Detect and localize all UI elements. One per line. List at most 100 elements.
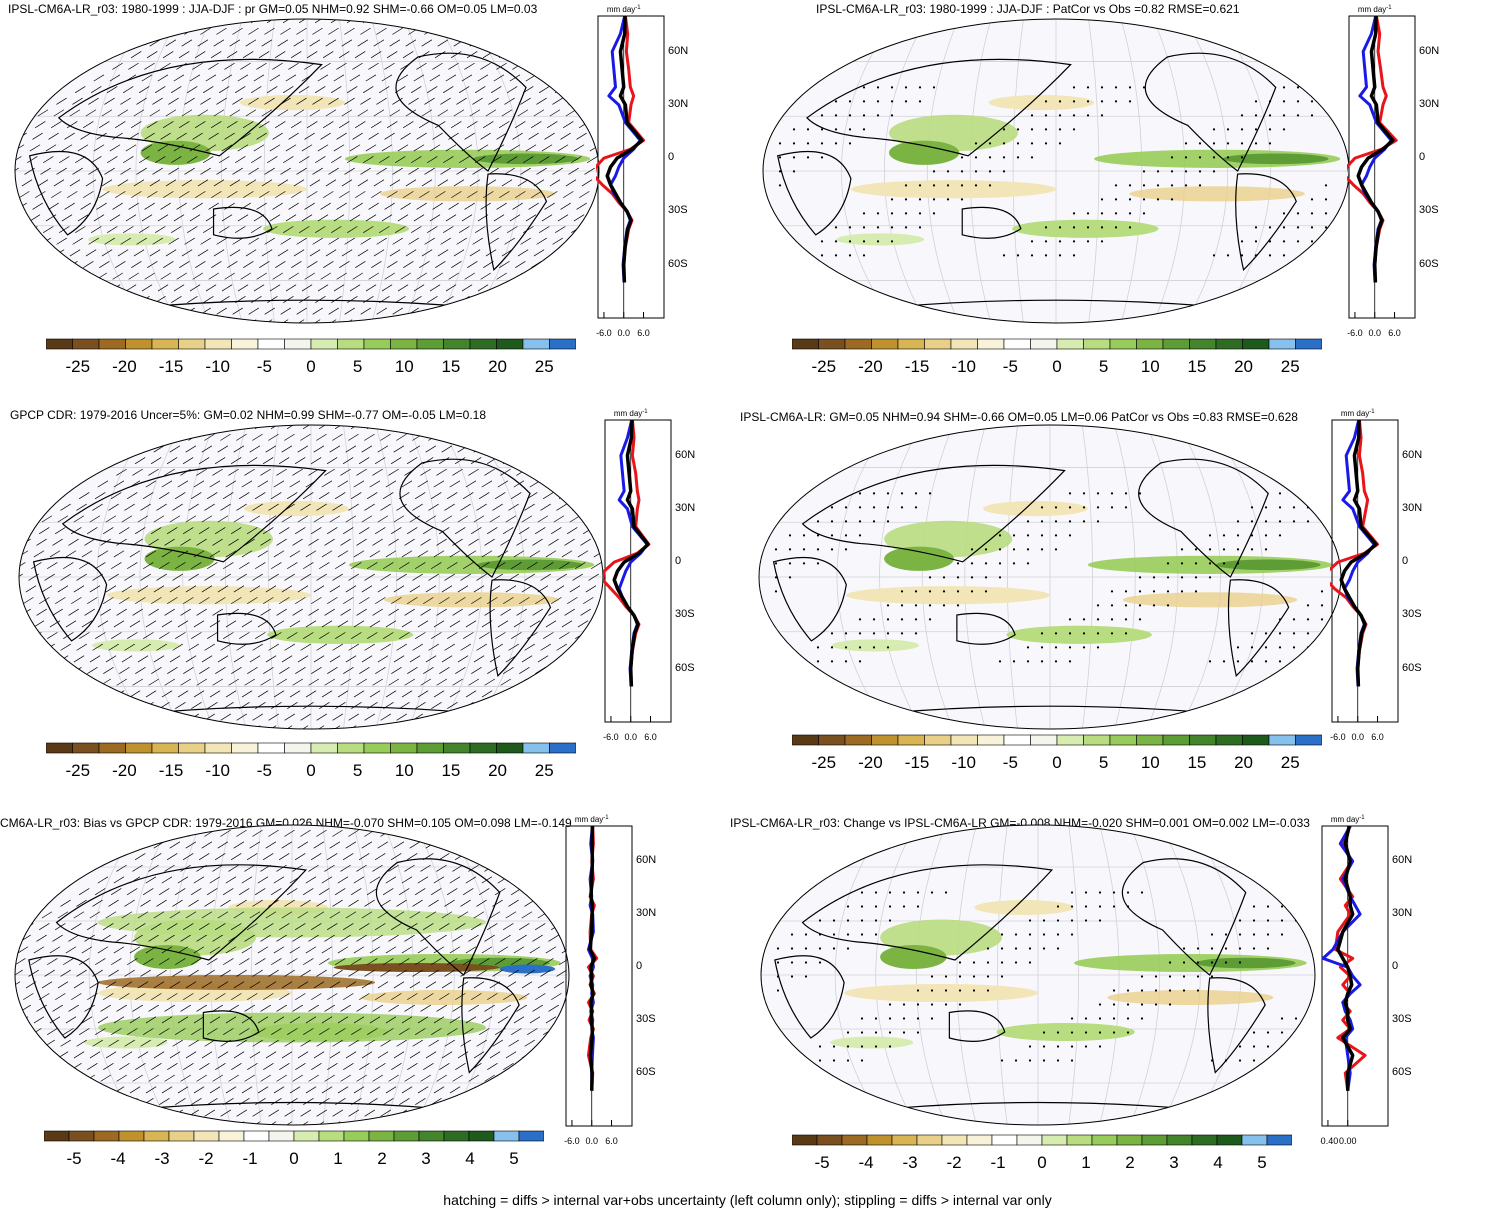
stipple bbox=[1212, 128, 1216, 131]
stipple bbox=[1044, 114, 1048, 117]
hatching bbox=[15, 825, 356, 1125]
stipple bbox=[1042, 1059, 1046, 1062]
stipple bbox=[972, 961, 976, 964]
dry-band bbox=[384, 592, 560, 608]
stipple bbox=[1224, 1059, 1228, 1062]
panel-title: GPCP CDR: 1979-2016 Uncer=5%: GM=0.02 NH… bbox=[10, 408, 487, 422]
hatching bbox=[19, 425, 299, 729]
stipple bbox=[876, 86, 880, 89]
precip-band bbox=[1223, 153, 1329, 165]
stipple bbox=[914, 492, 918, 495]
coastline bbox=[55, 864, 308, 961]
colorbar: -25 -20 -15 -10 -5 0 5 10 15 20 25 bbox=[792, 734, 1322, 772]
stipple bbox=[846, 933, 850, 936]
colorbar-swatch bbox=[522, 338, 550, 350]
hatching bbox=[41, 425, 539, 729]
colorbar-tick-label: -3 bbox=[154, 1149, 169, 1168]
stipple bbox=[986, 989, 990, 992]
stipple bbox=[846, 947, 850, 950]
colorbar-tick-label: -5 bbox=[1003, 753, 1018, 772]
hatching bbox=[201, 825, 569, 1125]
stipple bbox=[1126, 989, 1130, 992]
stipple bbox=[858, 618, 862, 621]
stipple bbox=[1002, 142, 1006, 145]
colorbar-tick-label: 15 bbox=[441, 357, 460, 376]
stipple bbox=[984, 590, 988, 593]
colorbar-tick-label: 10 bbox=[395, 761, 414, 780]
stipple bbox=[860, 891, 864, 894]
colorbar-tick-label: 10 bbox=[1141, 753, 1160, 772]
profile-line bbox=[612, 419, 650, 687]
stipple bbox=[1280, 1017, 1284, 1020]
y-tick-label: 60S bbox=[1392, 1066, 1412, 1079]
stipple bbox=[1056, 947, 1060, 950]
stipple bbox=[1114, 184, 1118, 187]
dry-band bbox=[243, 501, 349, 517]
precip-band bbox=[88, 233, 176, 246]
stipple bbox=[1114, 86, 1118, 89]
stipple bbox=[1180, 576, 1184, 579]
longitude-line bbox=[414, 825, 455, 1125]
stipple bbox=[802, 562, 806, 565]
stipple bbox=[816, 660, 820, 663]
stipple bbox=[1252, 905, 1256, 908]
stipple bbox=[790, 933, 794, 936]
map-border bbox=[14, 824, 570, 1126]
stipple bbox=[820, 142, 824, 145]
stipple bbox=[818, 933, 822, 936]
hatching bbox=[19, 425, 411, 729]
colorbar-tick-label: 25 bbox=[535, 761, 554, 780]
stipple bbox=[1320, 618, 1324, 621]
colorbar-swatch bbox=[792, 734, 819, 746]
precip-band bbox=[1215, 559, 1321, 571]
stipple bbox=[1198, 184, 1202, 187]
hatching bbox=[217, 825, 569, 1125]
stipple bbox=[1142, 212, 1146, 215]
stipple bbox=[872, 646, 876, 649]
stipple bbox=[1226, 156, 1230, 159]
panel-title: IPSL-CM6A-LR_r03: 1980-1999 : JJA-DJF : … bbox=[8, 2, 538, 16]
stipple bbox=[900, 492, 904, 495]
hatching bbox=[245, 19, 599, 323]
stipple bbox=[1306, 632, 1310, 635]
stipple bbox=[1264, 660, 1268, 663]
footnote: hatching = diffs > internal var+obs unce… bbox=[443, 1192, 1052, 1208]
precip-band bbox=[134, 945, 201, 969]
colorbar-swatch bbox=[125, 338, 153, 350]
stipple bbox=[816, 520, 820, 523]
hatching bbox=[69, 19, 567, 323]
stipple bbox=[1236, 562, 1240, 565]
stipple bbox=[928, 590, 932, 593]
stipple bbox=[1086, 86, 1090, 89]
stipple bbox=[1126, 1031, 1130, 1034]
world-map bbox=[14, 18, 600, 324]
colorbar-tick-label: 15 bbox=[441, 761, 460, 780]
stipple bbox=[1278, 506, 1282, 509]
stipple bbox=[1280, 933, 1284, 936]
dry-band bbox=[846, 586, 1050, 605]
stipple bbox=[1268, 128, 1272, 131]
stipple bbox=[1194, 562, 1198, 565]
stipple bbox=[848, 240, 852, 243]
stipple bbox=[1238, 947, 1242, 950]
colorbar-tick-label: -20 bbox=[112, 357, 137, 376]
hatching bbox=[309, 19, 599, 323]
stipple bbox=[830, 646, 834, 649]
stipple bbox=[1070, 891, 1074, 894]
stipple bbox=[1096, 646, 1100, 649]
stipple bbox=[1084, 891, 1088, 894]
stipple bbox=[858, 520, 862, 523]
world-map bbox=[762, 18, 1350, 324]
stipple bbox=[1128, 226, 1132, 229]
colorbar-tick-label: 10 bbox=[395, 357, 414, 376]
stipple bbox=[1320, 492, 1324, 495]
stipple bbox=[1070, 1017, 1074, 1020]
longitude-line bbox=[884, 19, 927, 323]
stipple bbox=[900, 506, 904, 509]
colorbar-tick-label: 1 bbox=[1081, 1153, 1090, 1172]
y-tick-label: 30N bbox=[636, 907, 657, 920]
stipple bbox=[928, 604, 932, 607]
colorbar-swatch bbox=[1162, 734, 1190, 746]
stipple bbox=[1128, 86, 1132, 89]
stipple bbox=[1210, 1059, 1214, 1062]
